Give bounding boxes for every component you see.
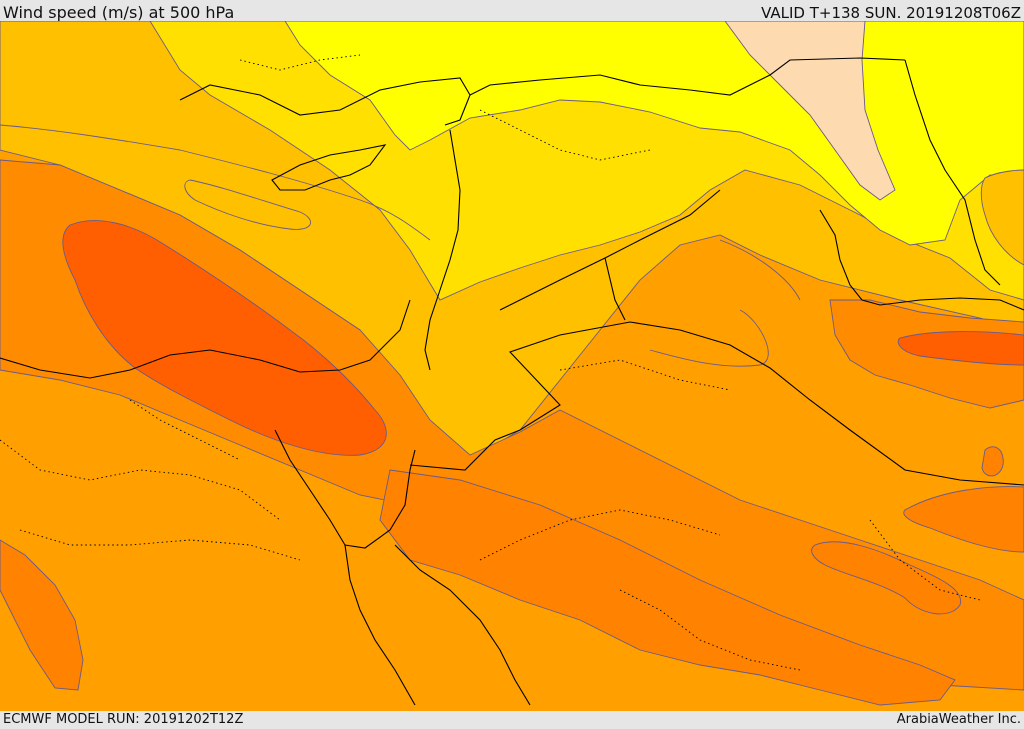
boundary-dotted (559, 359, 731, 391)
coastlines (0, 57, 1024, 706)
band-orange (0, 159, 1024, 691)
border-iraq-jordan (604, 257, 626, 321)
patch-orange-se1 (811, 541, 962, 615)
border-iran-west (904, 59, 1001, 286)
valid-time: VALID T+138 SUN. 20191208T06Z (761, 4, 1021, 22)
coastline-sinai (274, 429, 416, 549)
contour-line (649, 309, 769, 367)
band-red-orange (62, 220, 387, 456)
patch-orange-se2 (903, 486, 1024, 553)
boundary-dotted (129, 399, 241, 461)
internal-boundaries (0, 54, 981, 671)
coastline-levant (424, 129, 461, 371)
band-pale-peach (724, 21, 896, 201)
coastline-gulf (819, 209, 1024, 311)
coastline-redsea-west (344, 544, 416, 706)
coastline-redsea-east (394, 544, 531, 706)
band-red-orange-east (897, 331, 1024, 366)
patch-amber-small (184, 179, 311, 230)
coastline-cyprus (271, 144, 387, 191)
credit: ArabiaWeather Inc. (896, 712, 1021, 727)
coastline-egypt-north (0, 299, 411, 379)
border-jordan-saudi (409, 321, 1024, 486)
map-title: Wind speed (m/s) at 500 hPa (3, 3, 235, 22)
band-orange-lower (379, 469, 956, 706)
patch-orange-se3 (981, 446, 1004, 477)
contour-line (719, 239, 801, 301)
wind-speed-map (0, 21, 1024, 711)
model-run: ECMWF MODEL RUN: 20191202T12Z (3, 712, 244, 727)
patch-amber-ne (980, 169, 1024, 266)
boundary-dotted (0, 439, 281, 521)
boundary-dotted (619, 589, 801, 671)
border-turkey-east (469, 57, 906, 96)
border-iraq-syria (499, 189, 721, 311)
coastline-turkey (179, 77, 471, 126)
band-orange-west (0, 539, 84, 691)
boundary-dotted (479, 509, 721, 561)
contour-line (0, 124, 431, 241)
